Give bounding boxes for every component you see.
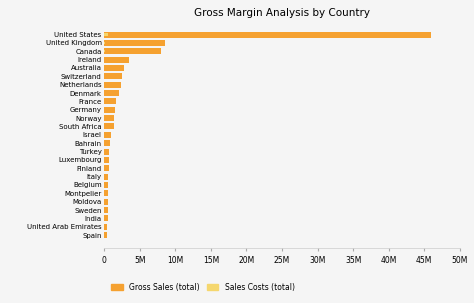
Bar xyxy=(104,165,109,171)
Bar xyxy=(104,199,108,205)
Bar xyxy=(104,123,113,129)
Bar xyxy=(104,224,107,230)
Bar xyxy=(104,57,129,63)
Bar xyxy=(104,157,109,163)
Bar xyxy=(104,73,122,79)
Bar xyxy=(104,140,110,146)
Bar xyxy=(104,174,109,180)
Bar xyxy=(104,182,108,188)
Bar xyxy=(104,148,109,155)
Bar xyxy=(104,32,431,38)
Bar xyxy=(104,48,161,54)
Bar xyxy=(104,232,107,238)
Bar xyxy=(104,90,118,96)
Bar xyxy=(104,190,108,196)
Title: Gross Margin Analysis by Country: Gross Margin Analysis by Country xyxy=(194,8,370,18)
Bar xyxy=(104,207,108,213)
Bar xyxy=(104,34,108,35)
Bar xyxy=(104,65,124,71)
Bar xyxy=(104,82,121,88)
Bar xyxy=(104,132,110,138)
Bar xyxy=(104,215,108,221)
Legend: Gross Sales (total), Sales Costs (total): Gross Sales (total), Sales Costs (total) xyxy=(108,280,298,295)
Bar xyxy=(104,40,165,46)
Bar xyxy=(104,98,117,105)
Bar xyxy=(104,115,114,121)
Bar xyxy=(104,107,115,113)
